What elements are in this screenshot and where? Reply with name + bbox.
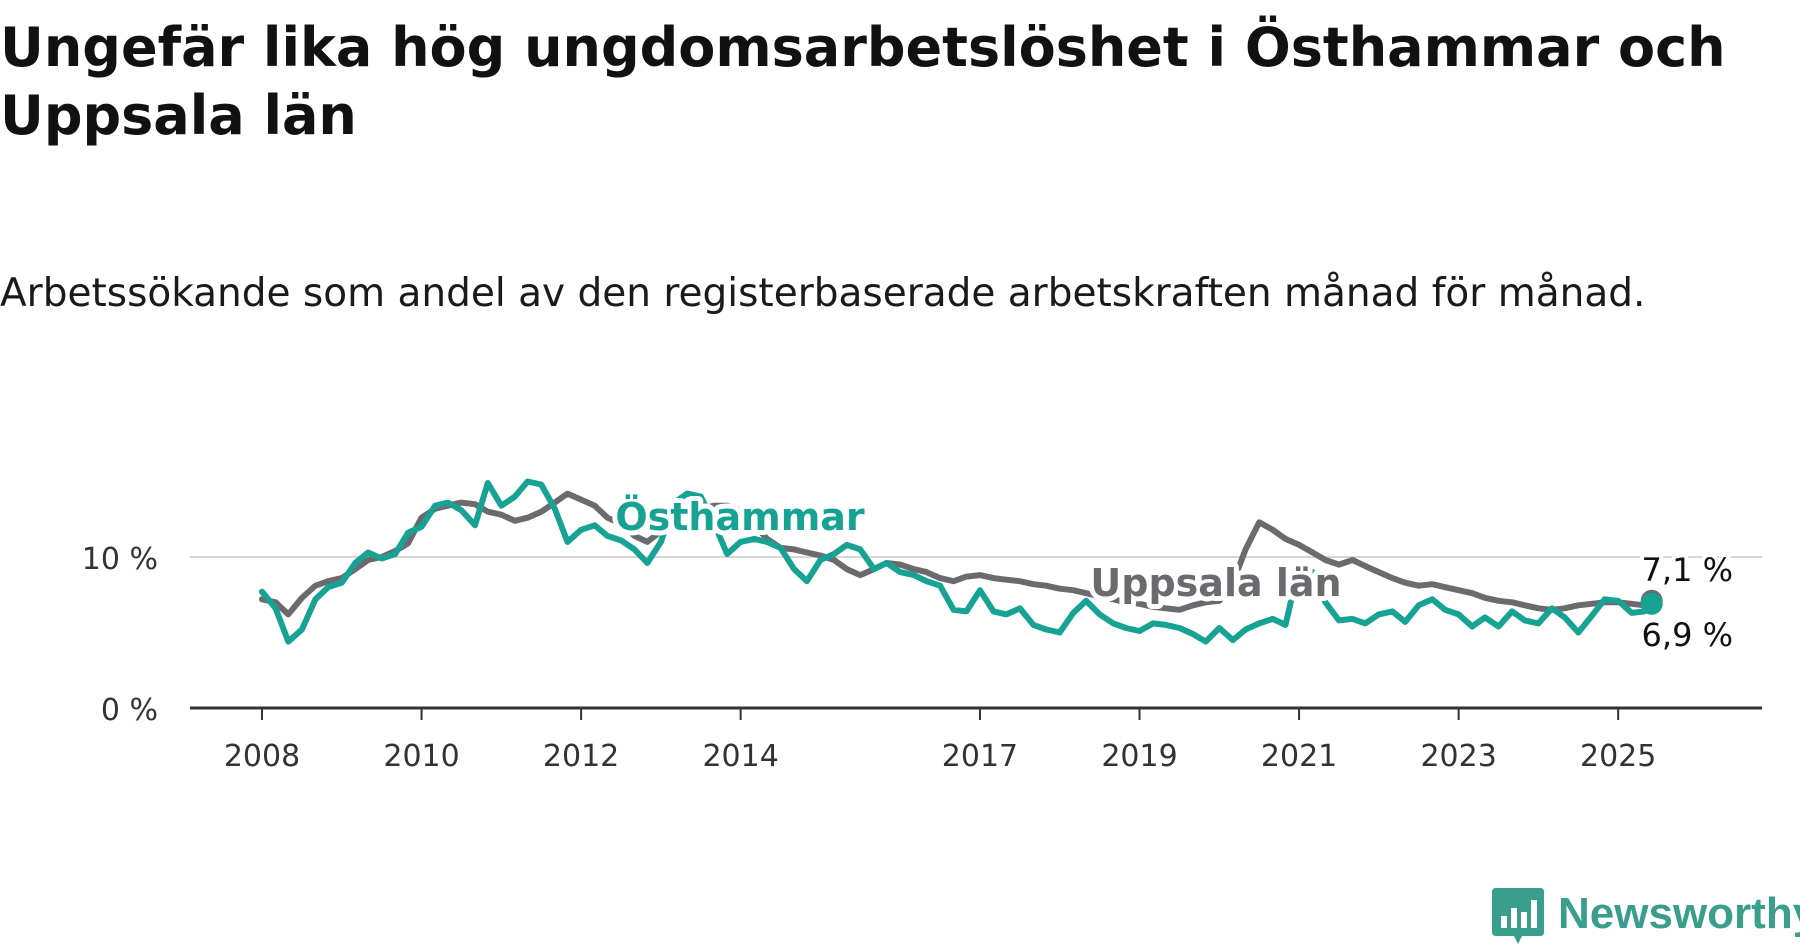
brand-name: Newsworthy [1558,889,1800,938]
x-tick-label: 2010 [383,739,459,774]
x-tick-label: 2014 [702,739,778,774]
y-tick-label: 0 % [101,693,158,728]
chart-subtitle: Arbetssökande som andel av den registerb… [0,271,1646,316]
newsworthy-logo-icon [1492,888,1544,944]
end-label-uppsala-lan: 7,1 % [1642,551,1733,589]
end-marker-osthammar [1640,592,1663,615]
x-tick-label: 2025 [1580,739,1656,774]
x-tick-label: 2017 [942,739,1018,774]
x-tick-label: 2008 [224,739,300,774]
x-tick-label: 2023 [1420,739,1496,774]
x-tick-label: 2019 [1101,739,1177,774]
series-label-uppsala-lan: Uppsala län [1090,561,1341,605]
y-tick-label: 10 % [82,542,158,577]
series-line-osthammar [259,478,1655,645]
series-label-osthammar: Östhammar [615,495,865,539]
x-tick-label: 2021 [1261,739,1337,774]
end-label-osthammar: 6,9 % [1642,616,1733,654]
x-tick-label: 2012 [543,739,619,774]
series-line-uppsala-lan [259,490,1655,618]
line-chart: 0 % 10 % 2008 2010 2012 2014 2017 2019 2021 2023 2… [82,478,1762,774]
chart-title: Ungefär lika hög ungdomsarbetslöshet i Ö… [0,16,1726,147]
